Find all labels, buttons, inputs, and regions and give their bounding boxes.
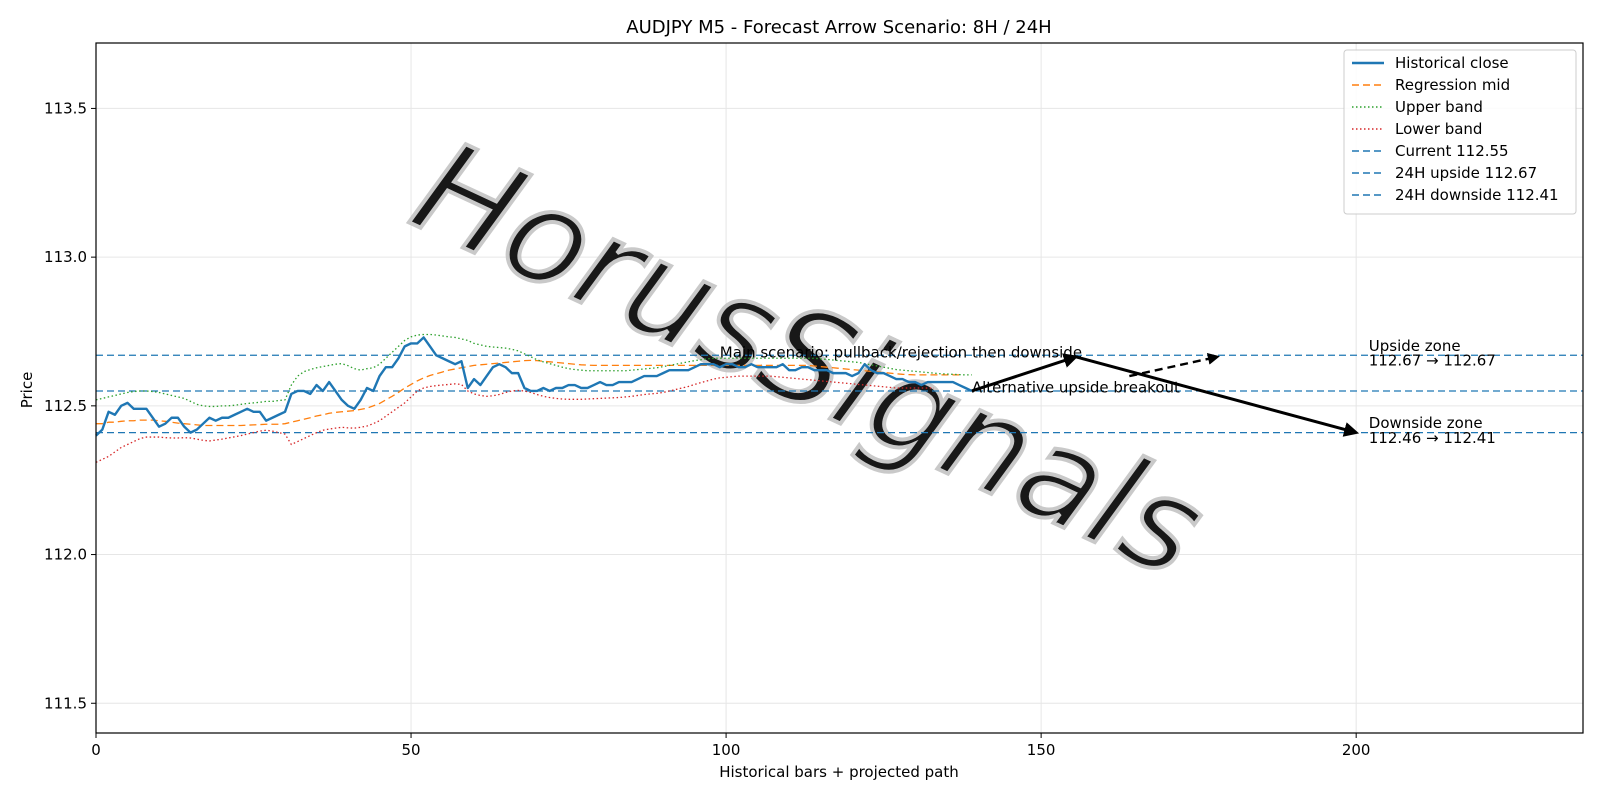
series-line	[96, 359, 960, 427]
legend-label: 24H downside 112.41	[1395, 186, 1559, 204]
legend-box	[1343, 49, 1577, 215]
forecast-arrow	[1129, 352, 1220, 378]
x-tick-label: 200	[1342, 741, 1371, 759]
annotation-text: Alternative upside breakout	[972, 378, 1180, 396]
series-lines	[95, 333, 973, 463]
y-tick-label: 113.0	[44, 248, 87, 266]
x-tick-label: 50	[401, 741, 420, 759]
annotation-text: Upside zone	[1369, 337, 1461, 355]
legend-label: 24H upside 112.67	[1395, 164, 1537, 182]
x-axis-label: Historical bars + projected path	[719, 763, 959, 781]
y-axis-label: Price	[18, 372, 36, 409]
y-tick-label: 112.0	[44, 546, 87, 564]
annotation-text: Main scenario: pullback/rejection then d…	[720, 344, 1082, 362]
annotation-text: Downside zone	[1369, 414, 1483, 432]
legend-label: Upper band	[1395, 98, 1483, 116]
grid	[95, 43, 1583, 733]
plot-area	[96, 43, 1583, 733]
annotation-text: 112.67 → 112.67	[1369, 352, 1496, 370]
annotations: Main scenario: pullback/rejection then d…	[720, 337, 1496, 447]
x-tick-label: 150	[1027, 741, 1056, 759]
legend-label: Regression mid	[1395, 76, 1510, 94]
series-line	[95, 375, 935, 463]
x-tick-label: 0	[91, 741, 101, 759]
annotation-text: 112.46 → 112.41	[1369, 429, 1496, 447]
y-tick-label: 112.5	[44, 397, 87, 415]
legend-label: Current 112.55	[1395, 142, 1509, 160]
plot-frame	[95, 42, 1584, 734]
series-line	[95, 336, 973, 437]
y-tick-label: 113.5	[44, 99, 87, 117]
reference-lines	[96, 354, 1583, 434]
y-tick-label: 111.5	[44, 694, 87, 712]
forecast-arrow	[1075, 355, 1360, 437]
legend: Historical close Regression mid Upper band…	[1343, 49, 1577, 215]
x-tick-label: 100	[712, 741, 741, 759]
legend-label: Historical close	[1395, 54, 1509, 72]
forecast-arrow	[971, 353, 1079, 393]
legend-label: Lower band	[1395, 120, 1482, 138]
forecast-arrows	[971, 352, 1360, 437]
axes: 0 50 100 150 200 111.5 112.0 112.5 113.0 113.5	[44, 99, 1370, 759]
series-line	[95, 333, 972, 408]
chart-title: AUDJPY M5 - Forecast Arrow Scenario: 8H …	[626, 17, 1051, 38]
